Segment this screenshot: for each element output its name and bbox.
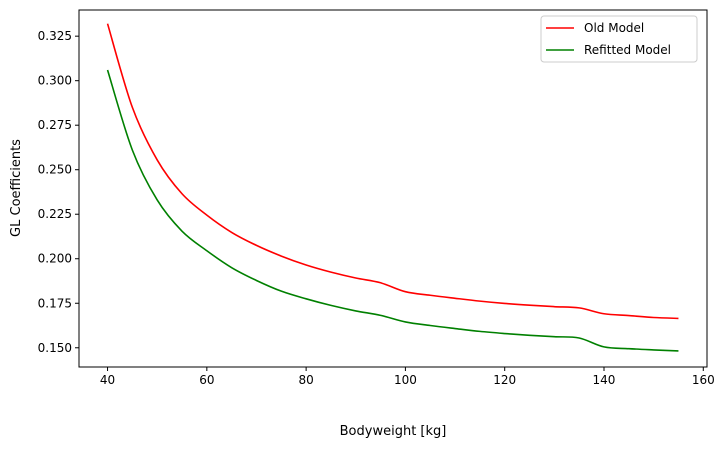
y-tick-label: 0.200	[38, 252, 72, 266]
x-tick-label: 120	[493, 373, 516, 387]
plot-frame	[78, 9, 708, 368]
y-tick-label: 0.150	[38, 341, 72, 355]
y-axis-label: GL Coefficients	[9, 139, 24, 237]
y-tick-label: 0.225	[38, 207, 72, 221]
y-tick-label: 0.175	[38, 296, 72, 310]
x-tick-label: 100	[394, 373, 417, 387]
x-tick-label: 60	[199, 373, 214, 387]
y-tick-label: 0.275	[38, 118, 72, 132]
y-tick-label: 0.325	[38, 29, 72, 43]
x-axis-label: Bodyweight [kg]	[340, 424, 447, 439]
y-tick-label: 0.300	[38, 74, 72, 88]
legend-label: Refitted Model	[584, 43, 671, 57]
series-line-refitted-model	[106, 69, 679, 352]
x-tick-label: 80	[298, 373, 313, 387]
series-line-old-model	[106, 23, 679, 320]
legend: Old Model Refitted Model	[540, 15, 698, 63]
legend-box	[540, 15, 698, 63]
x-tick-label: 40	[100, 373, 115, 387]
x-tick-label: 140	[593, 373, 616, 387]
y-tick-label: 0.250	[38, 163, 72, 177]
legend-label: Old Model	[584, 21, 644, 35]
x-tick-label: 160	[692, 373, 715, 387]
